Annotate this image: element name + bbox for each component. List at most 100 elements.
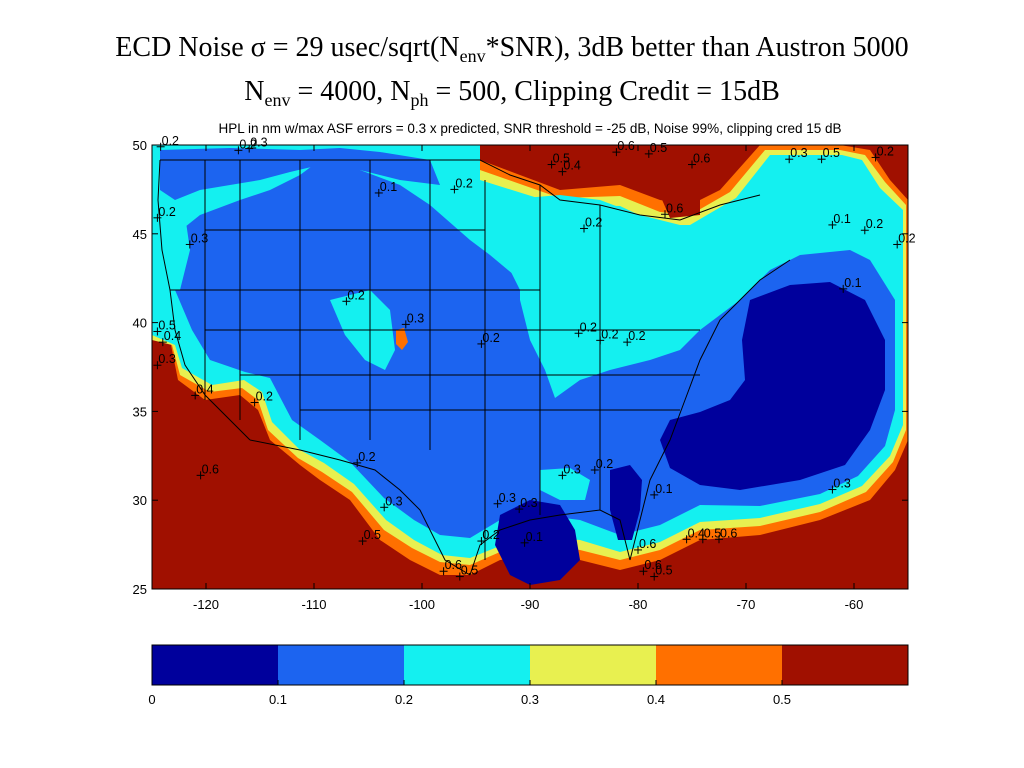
station-value-label: 0.6 <box>693 152 710 166</box>
station-value-label: 0.2 <box>898 231 915 245</box>
title-1-sub-env: env <box>459 46 486 66</box>
station-value-label: 0.2 <box>158 205 175 219</box>
station-marker: 0.6 <box>715 526 737 544</box>
station-marker: 0.1 <box>650 482 673 499</box>
station-value-label: 0.6 <box>617 139 634 153</box>
station-marker: 0.2 <box>590 457 613 475</box>
station-marker: 0.4 <box>191 382 214 400</box>
station-value-label: 0.2 <box>482 331 499 345</box>
station-value-label: 0.1 <box>844 276 861 290</box>
title-1-part-a: ECD Noise σ = 29 usec/sqrt(N <box>115 32 460 63</box>
station-value-label: 0.1 <box>833 212 850 226</box>
x-tick-label: -60 <box>845 597 864 612</box>
station-value-label: 0.2 <box>482 528 499 542</box>
station-value-label: 0.6 <box>202 462 219 476</box>
station-marker: 0.4 <box>158 329 181 347</box>
station-marker: 0.1 <box>828 212 851 229</box>
station-value-label: 0.6 <box>666 201 683 215</box>
title-2-part-c: = 4000, N <box>290 76 411 107</box>
station-value-label: 0.5 <box>364 528 381 542</box>
station-marker: 0.6 <box>688 152 710 169</box>
y-tick-label: 35 <box>133 404 147 419</box>
station-value-label: 0.1 <box>526 530 543 544</box>
station-value-label: 0.5 <box>553 152 570 166</box>
station-marker: 0.3 <box>401 311 424 329</box>
axes: -120 -110 -100 -90 -80 -70 -60 25 30 35 40 45 50 <box>133 138 908 612</box>
station-value-label: 0.6 <box>445 558 462 572</box>
chart-title-line-1: ECD Noise σ = 29 usec/sqrt(Nenv*SNR), 3d… <box>0 32 1024 72</box>
station-marker: 0.6 <box>634 537 656 554</box>
station-value-label: 0.6 <box>639 537 656 551</box>
station-value-label: 0.5 <box>704 526 721 540</box>
station-value-label: 0.3 <box>385 494 402 508</box>
y-tick-label: 45 <box>133 227 147 242</box>
contour-0.5-plus-lakes <box>660 195 700 218</box>
x-tick-label: -70 <box>737 597 756 612</box>
station-marker: 0.6 <box>439 558 462 576</box>
station-marker: 0.1 <box>520 530 543 547</box>
station-value-label: 0.3 <box>833 477 850 491</box>
station-marker: 0.3 <box>785 146 808 164</box>
station-value-label: 0.2 <box>455 176 472 190</box>
station-value-label: 0.2 <box>596 457 613 471</box>
station-marker: 0.2 <box>450 176 473 194</box>
title-2-part-e: = 500, Clipping Credit = 15dB <box>428 76 780 107</box>
colorbar-bin <box>530 645 656 685</box>
colorbar-bin <box>782 645 908 685</box>
station-marker: 0.6 <box>612 139 635 157</box>
x-tick-label: -100 <box>409 597 435 612</box>
colorbar-bin <box>152 645 278 685</box>
contour-0-0.1-florida <box>610 465 642 540</box>
station-value-label: 0.4 <box>688 526 705 540</box>
station-value-label: 0.4 <box>196 382 213 396</box>
station-marker: 0.2 <box>477 528 500 546</box>
station-marker: 0.5 <box>455 564 478 581</box>
station-value-label: 0.3 <box>790 146 807 160</box>
y-tick-label: 50 <box>133 138 147 153</box>
station-value-label: 0.2 <box>358 450 375 464</box>
x-tick-label: -120 <box>193 597 219 612</box>
station-value-label: 0.5 <box>655 564 672 578</box>
station-value-label: 0.2 <box>347 288 364 302</box>
station-marker: 0.5 <box>358 528 381 546</box>
station-marker: 0.2 <box>156 134 179 151</box>
state-outlines <box>157 159 791 576</box>
station-marker: 0.2 <box>860 217 883 235</box>
station-marker: 0.2 <box>250 390 273 407</box>
station-value-label: 0.5 <box>823 146 840 160</box>
title-2-part-a: N <box>244 76 265 107</box>
contour-0.5-plus-inland <box>396 328 408 350</box>
x-tick-label: -90 <box>521 597 540 612</box>
station-marker: 0.2 <box>871 144 894 162</box>
station-marker: 0.2 <box>153 205 176 222</box>
station-marker: 0.3 <box>153 352 176 370</box>
station-value-label: 0.4 <box>164 329 181 343</box>
station-value-label: 0.3 <box>250 136 267 150</box>
station-value-label: 0.5 <box>461 564 478 578</box>
station-marker: 0.6 <box>661 201 683 219</box>
station-marker: 0.5 <box>547 152 570 169</box>
station-value-label: 0.3 <box>563 462 580 476</box>
station-value-label: 0.4 <box>563 159 580 173</box>
station-marker: 0.3 <box>493 491 516 508</box>
station-marker: 0.5 <box>650 564 673 581</box>
station-value-label: 0.3 <box>158 352 175 366</box>
station-value-label: 0.6 <box>720 526 737 540</box>
chart-subtitle: HPL in nm w/max ASF errors = 0.3 x predi… <box>218 121 842 136</box>
station-value-label: 0.2 <box>580 320 597 334</box>
station-marker: 0.5 <box>817 146 840 164</box>
station-marker: 0.6 <box>196 462 219 480</box>
contour-0-0.1-atlantic <box>660 282 885 490</box>
title-2-sub-env: env <box>264 90 291 110</box>
hpl-contour-fill <box>152 145 908 589</box>
station-marker: 0.2 <box>353 450 376 467</box>
contour-0-0.1-gulf <box>495 500 580 585</box>
y-tick-label: 40 <box>133 316 147 331</box>
station-marker: 0.1 <box>839 276 862 293</box>
station-value-label: 0.1 <box>655 482 672 496</box>
x-tick-label: -80 <box>629 597 648 612</box>
station-marker: 0.5 <box>153 318 176 336</box>
station-value-label: 0.3 <box>499 491 516 505</box>
us-mexico-border <box>249 439 471 576</box>
